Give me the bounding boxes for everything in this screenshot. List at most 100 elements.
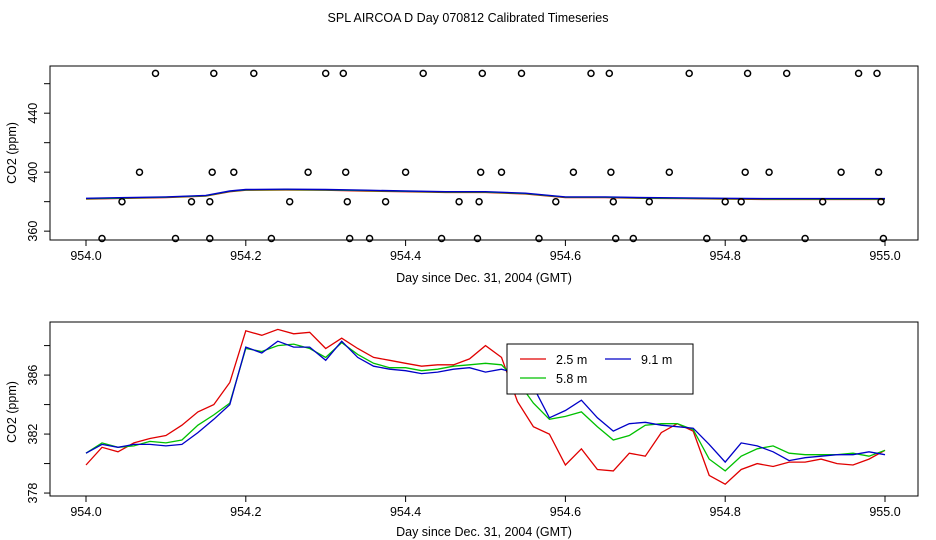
figure-title: SPL AIRCOA D Day 070812 Calibrated Times… xyxy=(328,11,609,25)
outlier-point xyxy=(703,234,711,243)
outlier-point xyxy=(497,168,506,176)
series-line-2.5m xyxy=(85,328,886,485)
outlier-point xyxy=(535,234,543,243)
outlier-point xyxy=(365,234,374,243)
outlier-point xyxy=(873,69,881,78)
y-tick-label: 382 xyxy=(26,424,40,445)
outlier-point xyxy=(151,69,160,78)
outlier-point xyxy=(552,197,560,206)
outlier-point xyxy=(517,69,526,78)
outlier-point xyxy=(304,168,312,176)
outlier-point xyxy=(171,234,180,243)
outlier-point xyxy=(206,234,214,243)
outlier-point xyxy=(321,69,330,78)
x-tick-label: 955.0 xyxy=(869,505,900,519)
legend-label-2.5m: 2.5 m xyxy=(556,353,587,367)
y-tick-label: 386 xyxy=(26,365,40,386)
outlier-point xyxy=(475,197,483,206)
outlier-point xyxy=(381,197,390,206)
x-tick-label: 954.8 xyxy=(710,505,741,519)
outlier-point xyxy=(587,69,595,78)
x-tick-label: 954.6 xyxy=(550,505,581,519)
outlier-point xyxy=(609,197,618,206)
outlier-point xyxy=(285,197,294,206)
outlier-point xyxy=(605,69,614,78)
outlier-point xyxy=(739,234,748,243)
outlier-point xyxy=(611,234,620,243)
top-plot-frame xyxy=(49,65,919,241)
outlier-point xyxy=(837,168,845,176)
outlier-point xyxy=(879,234,888,243)
top-axes: 954.0 954.2 954.4 954.6 954.8 955.0 360 400 440 xyxy=(26,83,901,263)
bottom-data-marks xyxy=(85,328,886,485)
top-series-line-2 xyxy=(85,188,885,200)
outlier-point xyxy=(206,197,214,206)
outlier-point xyxy=(401,168,410,176)
outlier-point xyxy=(208,168,216,176)
outlier-point xyxy=(629,234,638,243)
outlier-point xyxy=(455,197,463,206)
bottom-plot-frame xyxy=(49,321,919,497)
bottom-panel: 954.0 954.2 954.4 954.6 954.8 955.0378382386 … xyxy=(5,321,919,539)
series-line-9.1m xyxy=(85,340,886,464)
outlier-point xyxy=(339,69,348,78)
outlier-point xyxy=(765,168,773,176)
outlier-point xyxy=(665,168,674,176)
outlier-point xyxy=(737,197,745,206)
outlier-point xyxy=(267,234,276,243)
legend-box xyxy=(506,343,694,395)
outlier-point xyxy=(210,69,218,78)
outlier-point xyxy=(341,168,350,176)
bottom-x-axis-label: Day since Dec. 31, 2004 (GMT) xyxy=(396,525,572,539)
outlier-point xyxy=(645,197,654,206)
x-tick-label: 954.2 xyxy=(230,249,261,263)
outlier-point xyxy=(187,197,196,206)
x-tick-label: 954.4 xyxy=(390,249,421,263)
outlier-point xyxy=(743,69,752,78)
x-tick-label: 954.0 xyxy=(70,505,101,519)
outlier-point xyxy=(437,234,446,243)
outlier-point xyxy=(685,69,693,78)
x-tick-label: 954.0 xyxy=(70,249,101,263)
outlier-point xyxy=(854,69,863,78)
outlier-point xyxy=(343,197,352,206)
outlier-point xyxy=(476,168,485,176)
outlier-point xyxy=(135,168,144,176)
x-tick-label: 954.4 xyxy=(390,505,421,519)
outlier-point xyxy=(818,197,827,206)
top-x-axis-label: Day since Dec. 31, 2004 (GMT) xyxy=(396,271,572,285)
legend-label-9.1m: 9.1 m xyxy=(641,353,672,367)
outlier-point xyxy=(569,168,578,176)
legend-label-5.8m: 5.8 m xyxy=(556,372,587,386)
outlier-point xyxy=(782,69,791,78)
y-tick-label: 360 xyxy=(26,221,40,242)
outlier-point xyxy=(250,69,258,78)
outlier-point xyxy=(741,168,749,176)
bottom-y-axis-label: CO2 (ppm) xyxy=(5,381,19,443)
y-tick-label: 400 xyxy=(26,162,40,183)
x-tick-label: 954.6 xyxy=(550,249,581,263)
legend: 2.5 m 5.8 m 9.1 m xyxy=(506,343,694,395)
outlier-point xyxy=(118,197,126,206)
x-tick-label: 954.8 xyxy=(710,249,741,263)
y-tick-label: 440 xyxy=(26,103,40,124)
x-tick-label: 955.0 xyxy=(869,249,900,263)
outlier-point xyxy=(801,234,809,243)
outlier-point xyxy=(419,69,427,78)
bottom-axes: 954.0 954.2 954.4 954.6 954.8 955.0 378 382 386 xyxy=(26,345,901,519)
top-panel: 954.0 954.2 954.4 954.6 954.8 955.0360400440 … xyxy=(5,65,919,285)
top-y-axis-label: CO2 (ppm) xyxy=(5,122,19,184)
outlier-point xyxy=(877,197,885,206)
x-tick-label: 954.2 xyxy=(230,505,261,519)
top-data-marks xyxy=(85,69,888,243)
outlier-point xyxy=(478,69,487,78)
outlier-point xyxy=(345,234,354,243)
y-tick-label: 378 xyxy=(26,483,40,504)
outlier-point xyxy=(473,234,482,243)
outlier-point xyxy=(98,234,106,243)
series-line-5.8m xyxy=(85,341,886,472)
outlier-point xyxy=(721,197,729,206)
outlier-point xyxy=(607,168,615,176)
outlier-point xyxy=(230,168,238,176)
